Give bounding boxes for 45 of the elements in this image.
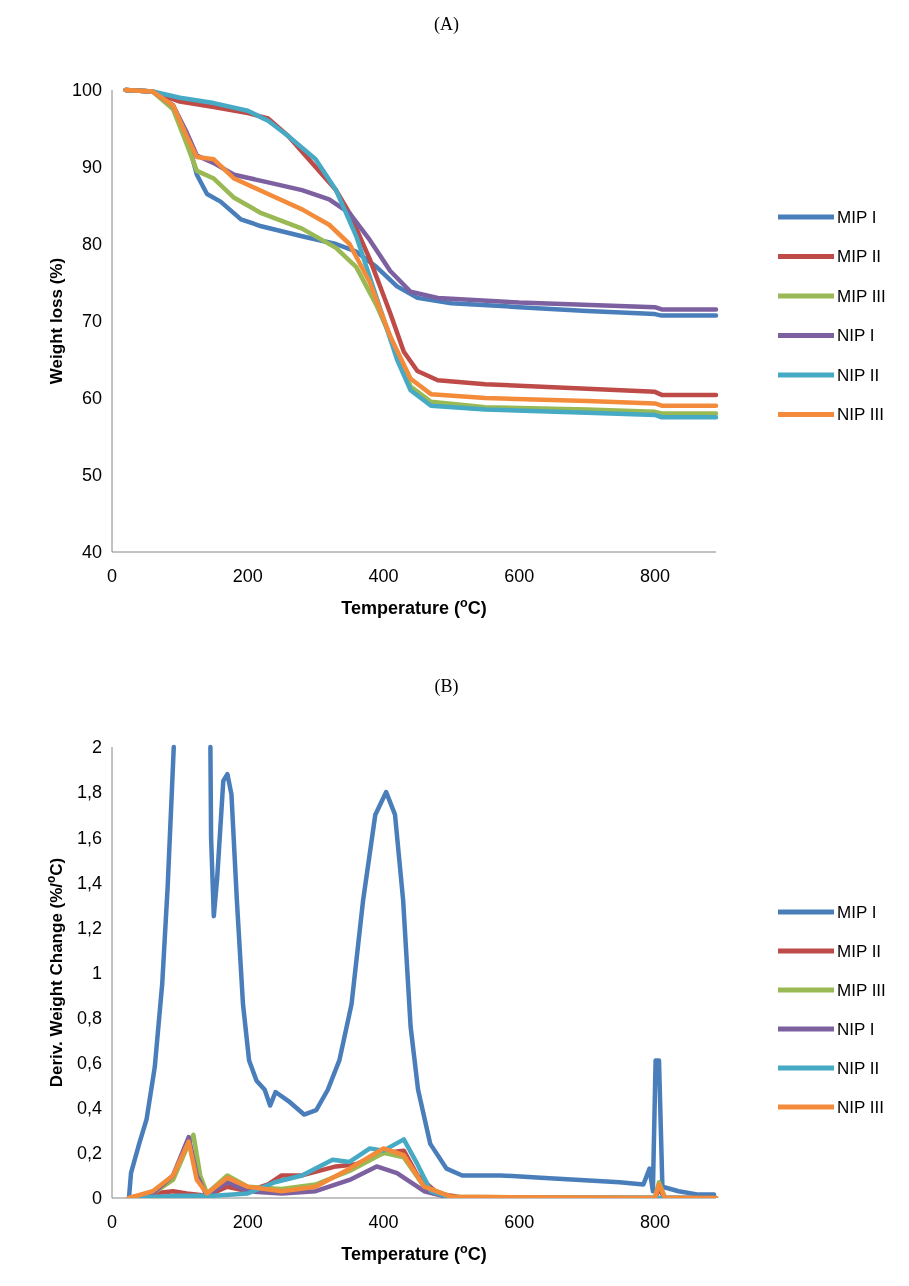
y-tick-label: 80 — [81, 234, 102, 255]
x-tick-label: 600 — [504, 566, 535, 586]
y-tick-label: 70 — [81, 311, 102, 332]
y-tick-label: 0 — [91, 1188, 102, 1209]
x-tick-label: 800 — [639, 1212, 670, 1232]
y-tick-label: 50 — [81, 465, 102, 486]
y-tick-label: 0,4 — [76, 1098, 102, 1119]
legend-label: NIP III — [837, 1097, 884, 1117]
y-tick-label: 90 — [81, 157, 102, 178]
x-axis-title: Temperature ($^{o}$C) — [341, 1242, 487, 1264]
x-tick-label: 200 — [232, 566, 263, 586]
y-tick-label: 40 — [81, 542, 102, 563]
legend-label: MIP I — [837, 207, 877, 227]
chart-title: (B) — [434, 676, 459, 697]
chart-title: (A) — [434, 14, 459, 35]
legend-label: NIP III — [837, 405, 884, 425]
legend-label: MIP II — [837, 247, 882, 267]
y-tick-label: 60 — [81, 388, 102, 409]
legend-label: MIP III — [837, 286, 886, 306]
x-tick-label: 0 — [106, 1212, 118, 1232]
y-tick-label: 0,8 — [76, 1007, 102, 1028]
legend-label: NIP II — [837, 365, 880, 385]
y-tick-label: 0,6 — [76, 1053, 102, 1073]
y-tick-label: 0,2 — [76, 1143, 102, 1164]
legend-label: MIP I — [837, 902, 877, 922]
y-tick-label: 1,8 — [76, 782, 102, 803]
legend-label: NIP I — [837, 1019, 875, 1039]
legend-label: NIP II — [837, 1058, 880, 1078]
x-axis-title: Temperature ($^{o}$C) — [341, 596, 487, 618]
x-tick-label: 600 — [504, 1212, 535, 1232]
y-tick-label: 1,2 — [76, 917, 102, 938]
legend-label: MIP II — [837, 941, 882, 961]
legend-label: MIP III — [837, 980, 886, 1000]
x-tick-label: 400 — [368, 1212, 399, 1232]
y-tick-label: 1 — [91, 962, 102, 983]
x-tick-label: 800 — [639, 566, 670, 586]
x-tick-label: 200 — [232, 1212, 263, 1232]
y-tick-label: 2 — [91, 737, 102, 758]
x-tick-label: 0 — [106, 566, 118, 586]
legend-label: NIP I — [837, 326, 875, 346]
x-tick-label: 400 — [368, 566, 399, 586]
y-tick-label: 100 — [71, 80, 102, 101]
y-tick-label: 1,4 — [76, 872, 102, 893]
y-tick-label: 1,6 — [76, 827, 102, 848]
y-axis-title: Weight loss (%) — [47, 257, 66, 385]
